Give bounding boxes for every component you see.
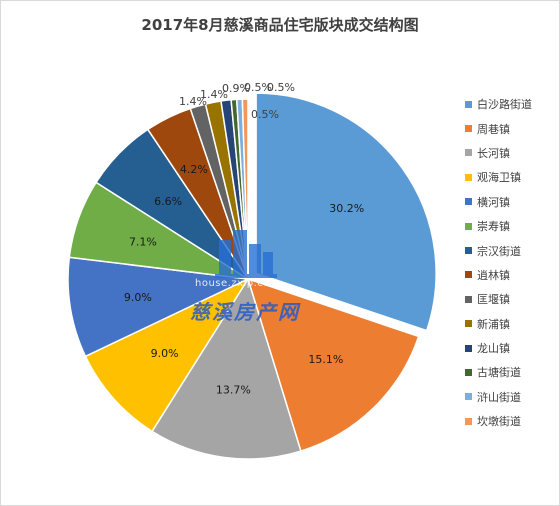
pie-slice-5 [67,256,251,358]
legend-item-8: 逍林镇 [465,263,557,287]
legend-item-3: 长河镇 [465,141,557,165]
legend-swatch [465,100,472,108]
legend-swatch [465,198,472,206]
pie-data-label-5: 9.0% [124,291,152,304]
legend-label: 浒山街道 [477,390,521,404]
legend-label: 古塘街道 [477,366,521,380]
legend-label: 匡堰镇 [477,293,510,307]
legend-label: 逍林镇 [477,268,510,282]
legend-label: 坎墩街道 [477,415,521,429]
legend-item-6: 崇寿镇 [465,214,557,238]
legend-swatch [465,222,472,230]
pie-data-label-8: 4.2% [180,163,208,176]
pie-data-label-4: 9.0% [151,347,179,360]
pie-data-label-2: 15.1% [308,353,343,366]
legend-label: 龙山镇 [477,342,510,356]
pie-data-label-12: 0.5% [244,81,272,94]
legend-item-13: 浒山街道 [465,385,557,409]
pie-data-label-14: 0.5% [251,108,279,121]
legend-swatch [465,344,472,352]
legend-label: 白沙路街道 [477,98,532,112]
legend-swatch [465,125,472,133]
legend-label: 宗汉街道 [477,244,521,258]
legend-item-14: 坎墩街道 [465,409,557,433]
pie-data-label-9: 1.4% [179,95,207,108]
pie-data-label-1: 30.2% [329,202,364,215]
legend-item-9: 匡堰镇 [465,287,557,311]
pie-slice-1 [255,92,437,332]
legend: 白沙路街道周巷镇长河镇观海卫镇横河镇崇寿镇宗汉街道逍林镇匡堰镇新浦镇龙山镇古塘街… [465,92,557,433]
legend-item-5: 横河镇 [465,190,557,214]
legend-item-10: 新浦镇 [465,312,557,336]
legend-item-7: 宗汉街道 [465,238,557,262]
legend-swatch [465,271,472,279]
legend-item-1: 白沙路街道 [465,92,557,116]
pie-data-label-11: 0.9% [222,82,250,95]
pie-data-label-7: 6.6% [154,195,182,208]
legend-item-12: 古塘街道 [465,360,557,384]
pie-data-label-3: 13.7% [216,384,251,397]
legend-swatch [465,173,472,181]
legend-label: 周巷镇 [477,122,510,136]
legend-label: 横河镇 [477,195,510,209]
legend-label: 长河镇 [477,146,510,160]
legend-label: 崇寿镇 [477,220,510,234]
legend-swatch [465,368,472,376]
legend-label: 新浦镇 [477,317,510,331]
legend-swatch [465,320,472,328]
legend-item-2: 周巷镇 [465,116,557,140]
pie-data-label-13: 0.5% [267,81,295,94]
pie-slice-4 [84,277,251,433]
pie-slice-2 [246,277,420,452]
legend-swatch [465,295,472,303]
pie-data-label-6: 7.1% [129,235,157,248]
pie-slice-3 [151,277,302,460]
legend-swatch [465,149,472,157]
legend-item-11: 龙山镇 [465,336,557,360]
legend-item-4: 观海卫镇 [465,165,557,189]
pie-data-label-10: 1.4% [200,88,228,101]
legend-label: 观海卫镇 [477,171,521,185]
legend-swatch [465,417,472,425]
legend-swatch [465,393,472,401]
chart-title: 2017年8月慈溪商品住宅版块成交结构图 [141,16,419,34]
legend-swatch [465,247,472,255]
